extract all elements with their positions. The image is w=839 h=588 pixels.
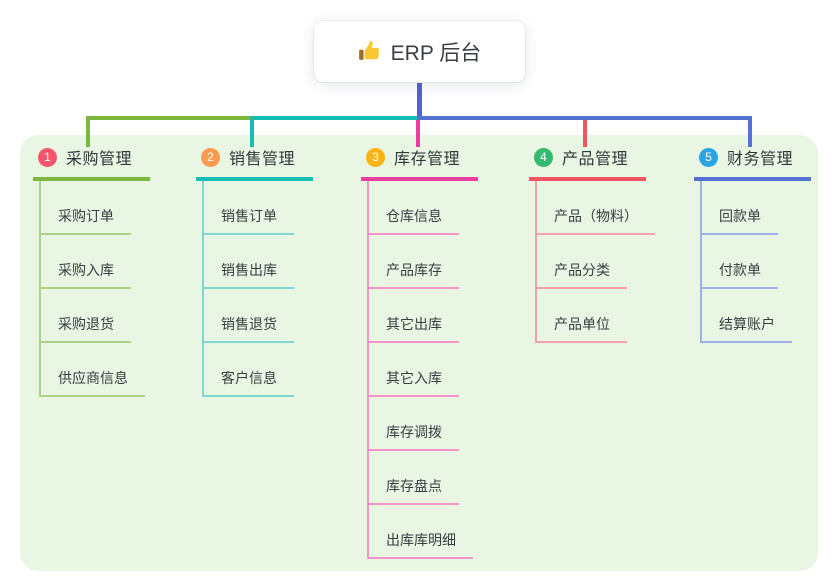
root-node[interactable]: ERP 后台 bbox=[314, 21, 525, 82]
child-node[interactable]: 销售订单 bbox=[204, 181, 294, 235]
child-node[interactable]: 其它入库 bbox=[369, 343, 459, 397]
connector-root-drop bbox=[417, 82, 422, 116]
branch-inventory: 3 库存管理 仓库信息 产品库存 其它出库 其它入库 库存调拨 库存盘点 出库库… bbox=[361, 145, 479, 559]
branch-header-sales[interactable]: 2 销售管理 bbox=[196, 145, 314, 181]
connector-drop-product bbox=[583, 120, 587, 147]
child-node[interactable]: 库存盘点 bbox=[369, 451, 459, 505]
child-node[interactable]: 供应商信息 bbox=[41, 343, 145, 397]
child-node[interactable]: 仓库信息 bbox=[369, 181, 459, 235]
connector-bus-left-green bbox=[86, 116, 254, 120]
branch-label: 库存管理 bbox=[394, 151, 461, 168]
child-node[interactable]: 采购退货 bbox=[41, 289, 131, 343]
child-node[interactable]: 采购入库 bbox=[41, 235, 131, 289]
child-node[interactable]: 销售退货 bbox=[204, 289, 294, 343]
branch-number-badge: 4 bbox=[534, 147, 553, 167]
child-node[interactable]: 产品分类 bbox=[537, 235, 627, 289]
branch-label: 销售管理 bbox=[229, 151, 296, 168]
connector-bus-mid-teal bbox=[250, 116, 417, 120]
connector-drop-finance bbox=[748, 120, 752, 147]
branch-header-product[interactable]: 4 产品管理 bbox=[529, 145, 647, 181]
root-label: ERP 后台 bbox=[390, 41, 482, 65]
child-node[interactable]: 结算账户 bbox=[702, 289, 792, 343]
branch-label: 财务管理 bbox=[727, 151, 794, 168]
child-node[interactable]: 产品库存 bbox=[369, 235, 459, 289]
child-node[interactable]: 出库库明细 bbox=[369, 505, 473, 559]
branch-number-badge: 1 bbox=[38, 147, 57, 167]
child-node[interactable]: 回款单 bbox=[702, 181, 778, 235]
branch-number-badge: 5 bbox=[699, 147, 718, 167]
branch-sales: 2 销售管理 销售订单 销售出库 销售退货 客户信息 bbox=[196, 145, 314, 397]
child-node[interactable]: 库存调拨 bbox=[369, 397, 459, 451]
child-node[interactable]: 其它出库 bbox=[369, 289, 459, 343]
child-node[interactable]: 产品单位 bbox=[537, 289, 627, 343]
branch-children: 回款单 付款单 结算账户 bbox=[700, 181, 792, 343]
branch-number-badge: 2 bbox=[201, 147, 220, 167]
branch-label: 采购管理 bbox=[66, 151, 133, 168]
branch-label: 产品管理 bbox=[562, 151, 629, 168]
branches-panel bbox=[20, 135, 818, 571]
thumbs-up-icon bbox=[358, 40, 381, 63]
child-node[interactable]: 销售出库 bbox=[204, 235, 294, 289]
connector-drop-purchase bbox=[86, 120, 90, 147]
connector-drop-sales bbox=[250, 120, 254, 147]
branch-header-inventory[interactable]: 3 库存管理 bbox=[361, 145, 479, 181]
branch-children: 采购订单 采购入库 采购退货 供应商信息 bbox=[39, 181, 145, 397]
branch-purchase: 1 采购管理 采购订单 采购入库 采购退货 供应商信息 bbox=[33, 145, 151, 397]
branch-children: 产品（物料） 产品分类 产品单位 bbox=[535, 181, 655, 343]
branch-number-badge: 3 bbox=[366, 147, 385, 167]
branch-header-purchase[interactable]: 1 采购管理 bbox=[33, 145, 151, 181]
branch-header-finance[interactable]: 5 财务管理 bbox=[694, 145, 812, 181]
connector-bus-right-blue bbox=[417, 116, 752, 120]
connector-drop-inventory bbox=[416, 120, 420, 147]
child-node[interactable]: 客户信息 bbox=[204, 343, 294, 397]
branch-product: 4 产品管理 产品（物料） 产品分类 产品单位 bbox=[529, 145, 655, 343]
child-node[interactable]: 采购订单 bbox=[41, 181, 131, 235]
branch-children: 销售订单 销售出库 销售退货 客户信息 bbox=[202, 181, 294, 397]
branch-finance: 5 财务管理 回款单 付款单 结算账户 bbox=[694, 145, 812, 343]
branch-children: 仓库信息 产品库存 其它出库 其它入库 库存调拨 库存盘点 出库库明细 bbox=[367, 181, 473, 559]
child-node[interactable]: 产品（物料） bbox=[537, 181, 655, 235]
child-node[interactable]: 付款单 bbox=[702, 235, 778, 289]
